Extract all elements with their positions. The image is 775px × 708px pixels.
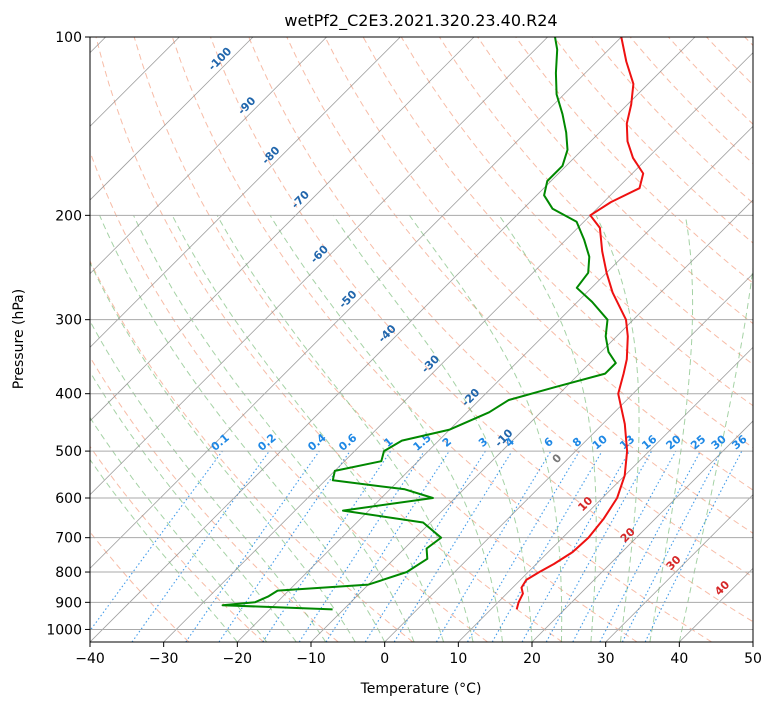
y-tick-label: 700	[55, 531, 82, 547]
y-axis: 100 200 300 400 500 600 700 800 900 1000	[46, 30, 90, 638]
y-tick-label: 200	[55, 208, 82, 224]
dry-adiabat	[90, 445, 264, 642]
dry-adiabat	[515, 37, 753, 284]
x-tick-label: 20	[523, 651, 541, 667]
dry-adiabat	[286, 37, 753, 534]
y-axis-title: Pressure (hPa)	[11, 289, 27, 389]
plot-frame	[89, 36, 754, 643]
dry-adiabat	[90, 356, 339, 642]
moist-adiabat	[408, 215, 563, 642]
x-tick-label: −20	[223, 651, 253, 667]
isotherm	[310, 199, 753, 642]
moist-adiabat	[90, 416, 268, 642]
mixing-ratio-line	[131, 450, 270, 642]
dry-adiabat	[95, 37, 563, 642]
dry-adiabat	[90, 259, 414, 642]
isotherm	[384, 273, 753, 642]
moist-adiabat	[90, 320, 327, 642]
mixing-ratio-line	[325, 450, 450, 642]
moist-adiabat	[133, 215, 415, 642]
mixing-ratio-line	[393, 450, 513, 642]
isotherm	[237, 125, 753, 642]
moist-adiabat	[595, 215, 640, 642]
moist-adiabat	[216, 215, 474, 642]
moist-adiabat	[171, 215, 445, 642]
moist-adiabat	[90, 261, 356, 642]
x-tick-label: −40	[75, 651, 105, 667]
isotherm	[90, 37, 548, 496]
pressure-gridlines	[90, 37, 753, 630]
x-axis: −40 −30 −20 −10 0 10 20 30 40 50	[75, 642, 762, 667]
dry-adiabat	[324, 37, 753, 491]
moist-adiabat	[649, 215, 694, 642]
moist-adiabat	[269, 215, 503, 642]
profiles	[221, 37, 645, 611]
y-tick-label: 600	[55, 491, 82, 507]
y-tick-label: 900	[55, 595, 82, 611]
moist-adiabat	[90, 458, 238, 642]
mixing-ratio-line	[90, 450, 223, 632]
mixing-ratio-line	[298, 450, 425, 642]
mixing-ratio-line	[545, 450, 653, 642]
x-tick-label: 50	[744, 651, 762, 667]
isotherm	[163, 52, 753, 642]
moist-adiabat	[678, 264, 753, 642]
isotherm	[90, 37, 254, 201]
isotherm	[90, 37, 475, 422]
mixing-ratio-line	[218, 450, 351, 642]
dry-adiabat	[133, 37, 638, 642]
moist-adiabat	[99, 215, 386, 642]
chart-title: wetPf2_C2E3.2021.320.23.40.R24	[284, 11, 557, 31]
background-lines	[90, 37, 753, 642]
temperature-profile	[515, 37, 645, 610]
moist-adiabat	[332, 215, 533, 642]
dry-adiabat	[210, 37, 753, 623]
dry-adiabat	[248, 37, 753, 578]
x-tick-label: 30	[597, 651, 615, 667]
mixing-ratio-line	[572, 450, 677, 642]
x-axis-title: Temperature (°C)	[360, 681, 482, 697]
x-tick-label: −10	[296, 651, 326, 667]
isotherm	[605, 494, 753, 642]
isotherm	[90, 37, 401, 348]
isotherm	[90, 37, 622, 569]
isotherm	[752, 641, 753, 642]
y-tick-label: 300	[55, 313, 82, 329]
isotherm	[90, 37, 696, 642]
y-tick-label: 400	[55, 387, 82, 403]
mixing-ratio-line	[521, 450, 630, 642]
mixing-ratio-line	[262, 450, 392, 642]
x-tick-label: −30	[149, 651, 179, 667]
y-tick-label: 500	[55, 444, 82, 460]
mixing-ratio-line	[644, 450, 743, 642]
y-tick-label: 800	[55, 565, 82, 581]
x-tick-label: 10	[449, 651, 467, 667]
mixing-ratio-line	[185, 450, 320, 642]
isotherm	[458, 346, 753, 642]
y-tick-label: 100	[55, 30, 82, 46]
isotherm	[531, 420, 753, 642]
dry-adiabat	[171, 37, 712, 642]
x-tick-label: 0	[380, 651, 389, 667]
isotherm	[90, 37, 327, 275]
dewpoint-profile	[221, 37, 617, 611]
y-tick-label: 1000	[46, 622, 82, 638]
plot-background	[90, 37, 753, 642]
moist-adiabat	[90, 370, 297, 642]
x-tick-label: 40	[670, 651, 688, 667]
